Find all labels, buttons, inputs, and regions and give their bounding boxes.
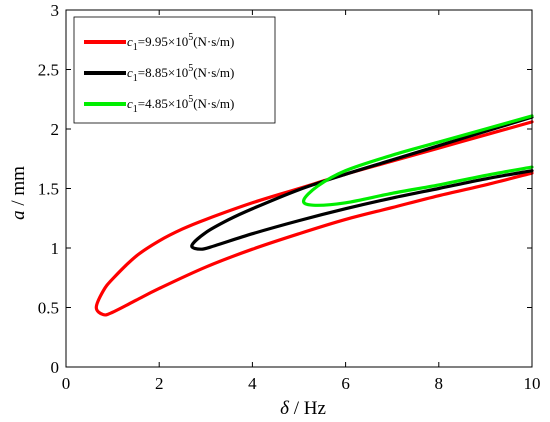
- axis-ticks: 0 2 4 6 8 10 0 0.5 1 1.5 2 2.5 3: [38, 1, 541, 393]
- y-tick-label: 2.5: [38, 61, 59, 80]
- legend-label-1: c1=9.95×105(N·s/m): [127, 32, 234, 53]
- series-curve-green: [301, 114, 534, 207]
- y-tick-label: 1: [51, 239, 60, 258]
- series-curve-black: [190, 115, 534, 251]
- x-tick-label: 0: [62, 374, 71, 393]
- y-axis-label: a / mm: [8, 166, 29, 220]
- legend: c1=9.95×105(N·s/m) c1=8.85×105(N·s/m) c1…: [73, 16, 276, 124]
- legend-entry-3: c1=4.85×105(N·s/m): [84, 94, 234, 115]
- y-tick-label: 2: [51, 120, 60, 139]
- curves-layer: [94, 114, 534, 317]
- y-tick-label: 0: [51, 358, 60, 377]
- x-tick-label: 8: [435, 374, 444, 393]
- x-tick-label: 6: [341, 374, 350, 393]
- y-tick-label: 1.5: [38, 180, 59, 199]
- legend-entry-1: c1=9.95×105(N·s/m): [84, 32, 234, 53]
- legend-entry-2: c1=8.85×105(N·s/m): [84, 63, 234, 84]
- x-axis-label: δ / Hz: [280, 398, 326, 419]
- y-tick-label: 3: [51, 1, 60, 20]
- x-tick-label: 4: [248, 374, 257, 393]
- legend-label-3: c1=4.85×105(N·s/m): [127, 94, 234, 115]
- x-tick-label: 2: [155, 374, 164, 393]
- x-tick-label: 10: [524, 374, 541, 393]
- legend-label-2: c1=8.85×105(N·s/m): [127, 63, 234, 84]
- y-tick-label: 0.5: [38, 299, 59, 318]
